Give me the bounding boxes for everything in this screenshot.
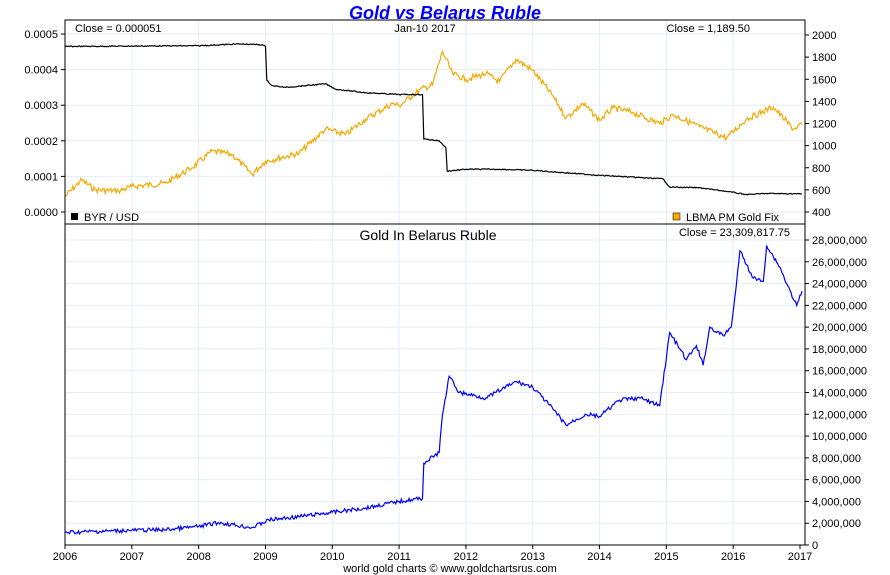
y-left-tick-label: 0.0005: [24, 29, 58, 41]
x-tick-label: 2013: [520, 551, 544, 563]
x-tick-label: 2009: [253, 551, 277, 563]
plot-frame: [64, 19, 806, 546]
y-right-tick-label: 20,000,000: [812, 322, 867, 334]
y-left-tick-label: 0.0000: [24, 207, 58, 219]
y-right-tick-label: 400: [812, 207, 830, 219]
series-line-gold-fix: [64, 50, 803, 197]
y-left-tick-label: 0.0004: [24, 65, 58, 77]
legend-swatch-gold: [672, 212, 681, 221]
y-left-tick-label: 0.0002: [24, 136, 58, 148]
y-right-tick-label: 22,000,000: [812, 300, 867, 312]
date-label: Jan-10 2017: [394, 23, 455, 35]
y-right-tick-label: 2000: [812, 30, 836, 42]
y-left-tick-label: 0.0001: [24, 171, 58, 183]
y-right-tick-label: 2,000,000: [812, 518, 861, 530]
y-right-tick-label: 4,000,000: [812, 496, 861, 508]
series-line-byr-usd: [64, 43, 803, 196]
series-line-gold-in-byr: [64, 245, 803, 536]
chart-title: Gold vs Belarus Ruble: [349, 3, 541, 23]
y-right-tick-label: 16,000,000: [812, 366, 867, 378]
legend-label-byr: BYR / USD: [84, 212, 139, 224]
y-right-tick-label: 8,000,000: [812, 453, 861, 465]
y-right-tick-label: 1200: [812, 119, 836, 131]
y-right-tick-label: 12,000,000: [812, 409, 867, 421]
x-tick-label: 2010: [320, 551, 344, 563]
y-right-tick-label: 1800: [812, 52, 836, 64]
x-tick-label: 2016: [721, 551, 745, 563]
y-right-tick-label: 1000: [812, 141, 836, 153]
x-tick-label: 2012: [454, 551, 478, 563]
y-right-tick-label: 1400: [812, 96, 836, 108]
y-right-tick-label: 1600: [812, 74, 836, 86]
x-tick-label: 2011: [387, 551, 411, 563]
close-gold: Close = 1,189.50: [667, 23, 750, 35]
y-right-tick-label: 26,000,000: [812, 257, 867, 269]
y-right-tick-label: 10,000,000: [812, 431, 867, 443]
x-tick-label: 2014: [587, 551, 611, 563]
y-right-tick-label: 6,000,000: [812, 475, 861, 487]
lower-panel-title: Gold In Belarus Ruble: [360, 227, 497, 243]
y-right-tick-label: 28,000,000: [812, 235, 867, 247]
y-left-tick-label: 0.0003: [24, 100, 58, 112]
y-right-tick-label: 18,000,000: [812, 344, 867, 356]
y-right-tick-label: 14,000,000: [812, 388, 867, 400]
close-gold-byr: Close = 23,309,817.75: [679, 227, 790, 239]
x-tick-label: 2006: [53, 551, 77, 563]
x-tick-label: 2017: [788, 551, 812, 563]
y-right-tick-label: 24,000,000: [812, 279, 867, 291]
close-byr: Close = 0.000051: [75, 23, 162, 35]
legend-swatch-byr: [71, 213, 78, 220]
y-right-tick-label: 0: [812, 540, 818, 552]
y-right-tick-label: 800: [812, 163, 830, 175]
x-tick-label: 2015: [654, 551, 678, 563]
legend-label-gold: LBMA PM Gold Fix: [686, 212, 779, 224]
footer-credit: world gold charts © www.goldchartsrus.co…: [342, 563, 557, 575]
x-tick-label: 2008: [186, 551, 210, 563]
y-right-tick-label: 600: [812, 185, 830, 197]
x-tick-label: 2007: [120, 551, 144, 563]
